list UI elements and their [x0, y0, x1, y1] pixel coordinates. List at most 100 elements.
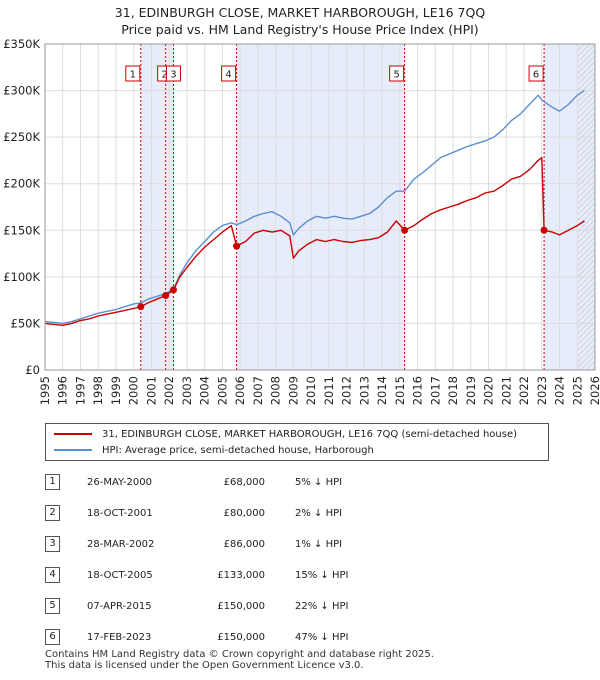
transaction-point: [401, 226, 409, 234]
legend-label-hpi: HPI: Average price, semi-detached house,…: [102, 445, 374, 456]
x-tick-label: 2003: [180, 376, 194, 405]
row-hpi: 5% ↓ HPI: [295, 477, 343, 488]
shaded-period: [140, 44, 174, 370]
row-date: 07-APR-2015: [87, 601, 152, 612]
title-line-1: 31, EDINBURGH CLOSE, MARKET HARBOROUGH, …: [114, 5, 486, 20]
x-tick-label: 2001: [144, 376, 158, 405]
legend-item-property: 31, EDINBURGH CLOSE, MARKET HARBOROUGH, …: [54, 427, 517, 443]
legend: 31, EDINBURGH CLOSE, MARKET HARBOROUGH, …: [45, 423, 549, 461]
row-price: £80,000: [223, 508, 265, 519]
x-tick-label: 2021: [499, 376, 513, 405]
marker-label: 3: [165, 65, 181, 82]
y-tick-label: £0: [25, 363, 40, 377]
x-tick-label: 2017: [428, 376, 442, 405]
footer-line-2: This data is licensed under the Open Gov…: [45, 660, 364, 671]
plot-background: [45, 44, 595, 370]
transaction-point: [540, 226, 548, 234]
y-tick-label: £250K: [3, 130, 40, 144]
marker-number: 4: [225, 70, 231, 81]
marker-label: 6: [528, 65, 544, 82]
table-row: 5 07-APR-2015 £150,000 22% ↓ HPI: [45, 598, 425, 615]
marker-number: 2: [161, 70, 167, 81]
x-tick-label: 2025: [570, 376, 584, 405]
axes: [44, 43, 596, 371]
x-tick-label: 2000: [127, 376, 141, 405]
row-hpi: 1% ↓ HPI: [295, 539, 343, 550]
table-row: 4 18-OCT-2005 £133,000 15% ↓ HPI: [45, 567, 425, 584]
x-tick-label: 2007: [251, 376, 265, 405]
table-row: 6 17-FEB-2023 £150,000 47% ↓ HPI: [45, 629, 425, 646]
price-chart: £0 £50K £100K £150K £200K £250K £300K £350K 199…: [3, 37, 600, 405]
shaded-period: [236, 44, 405, 370]
marker-number: 5: [393, 70, 399, 81]
x-tick-label: 2008: [269, 376, 283, 405]
transaction-points: [137, 226, 548, 311]
marker-number: 6: [533, 70, 539, 81]
x-tick-label: 2014: [375, 376, 389, 405]
marker-box: [125, 65, 141, 82]
marker-box: [165, 65, 181, 82]
row-hpi: 22% ↓ HPI: [295, 601, 349, 612]
row-price: £150,000: [217, 601, 265, 612]
footer-line-1: Contains HM Land Registry data © Crown c…: [45, 649, 434, 660]
plot-frame: [44, 43, 596, 371]
row-date: 26-MAY-2000: [87, 477, 153, 488]
table-row: 2 18-OCT-2001 £80,000 2% ↓ HPI: [45, 505, 425, 522]
y-tick-label: £50K: [11, 316, 41, 330]
marker-number: 1: [130, 70, 136, 81]
x-tick-label: 1997: [73, 376, 87, 405]
x-tick-label: 1996: [56, 376, 70, 405]
row-hpi: 15% ↓ HPI: [295, 570, 349, 581]
marker-box: [528, 65, 544, 82]
legend-label-property: 31, EDINBURGH CLOSE, MARKET HARBOROUGH, …: [102, 429, 517, 440]
row-price: £133,000: [217, 570, 265, 581]
x-tick-label: 2019: [464, 376, 478, 405]
x-tick-label: 2018: [446, 376, 460, 405]
table-row: 1 26-MAY-2000 £68,000 5% ↓ HPI: [45, 474, 425, 491]
legend-item-hpi: HPI: Average price, semi-detached house,…: [54, 443, 374, 459]
x-tick-label: 2009: [286, 376, 300, 405]
row-number-badge: 6: [45, 629, 60, 645]
row-date: 18-OCT-2001: [87, 508, 153, 519]
x-tick-label: 2011: [322, 376, 336, 405]
x-tick-labels: 1995 1996 1997 1998 1999 2000 2001 2002 2003 2004…: [38, 376, 600, 405]
row-price: £86,000: [223, 539, 265, 550]
x-tick-label: 2024: [553, 376, 567, 405]
y-tick-labels: £0 £50K £100K £150K £200K £250K £300K £350K: [3, 37, 40, 377]
marker-number: 3: [170, 70, 176, 81]
x-tick-label: 2015: [393, 376, 407, 405]
x-tick-label: 2004: [198, 376, 212, 405]
transaction-point: [169, 286, 177, 294]
transaction-point: [162, 291, 170, 299]
legend-swatch-hpi: [54, 449, 92, 451]
chart-title: 31, EDINBURGH CLOSE, MARKET HARBOROUGH, …: [0, 4, 600, 38]
row-number-badge: 5: [45, 598, 60, 614]
y-tick-label: £100K: [3, 270, 40, 284]
x-tick-label: 2023: [535, 376, 549, 405]
row-price: £68,000: [223, 477, 265, 488]
y-tick-label: £200K: [3, 177, 40, 191]
x-tick-label: 1995: [38, 376, 52, 405]
transaction-point: [137, 303, 145, 311]
x-tick-label: 2005: [215, 376, 229, 405]
transaction-point: [233, 242, 241, 250]
row-date: 28-MAR-2002: [87, 539, 155, 550]
x-tick-label: 2026: [588, 376, 600, 405]
hpi-line: [44, 90, 585, 325]
x-tick-label: 2013: [357, 376, 371, 405]
y-tick-label: £150K: [3, 223, 40, 237]
y-tick-label: £300K: [3, 84, 40, 98]
row-hpi: 2% ↓ HPI: [295, 508, 343, 519]
x-tick-label: 2012: [340, 376, 354, 405]
x-tick-label: 2020: [482, 376, 496, 405]
row-number-badge: 1: [45, 474, 60, 490]
marker-box: [389, 65, 405, 82]
table-row: 3 28-MAR-2002 £86,000 1% ↓ HPI: [45, 536, 425, 553]
row-hpi: 47% ↓ HPI: [295, 632, 349, 643]
x-tick-label: 2016: [411, 376, 425, 405]
marker-box: [221, 65, 237, 82]
marker-label: 4: [221, 65, 237, 82]
row-number-badge: 4: [45, 567, 60, 583]
row-date: 17-FEB-2023: [87, 632, 152, 643]
